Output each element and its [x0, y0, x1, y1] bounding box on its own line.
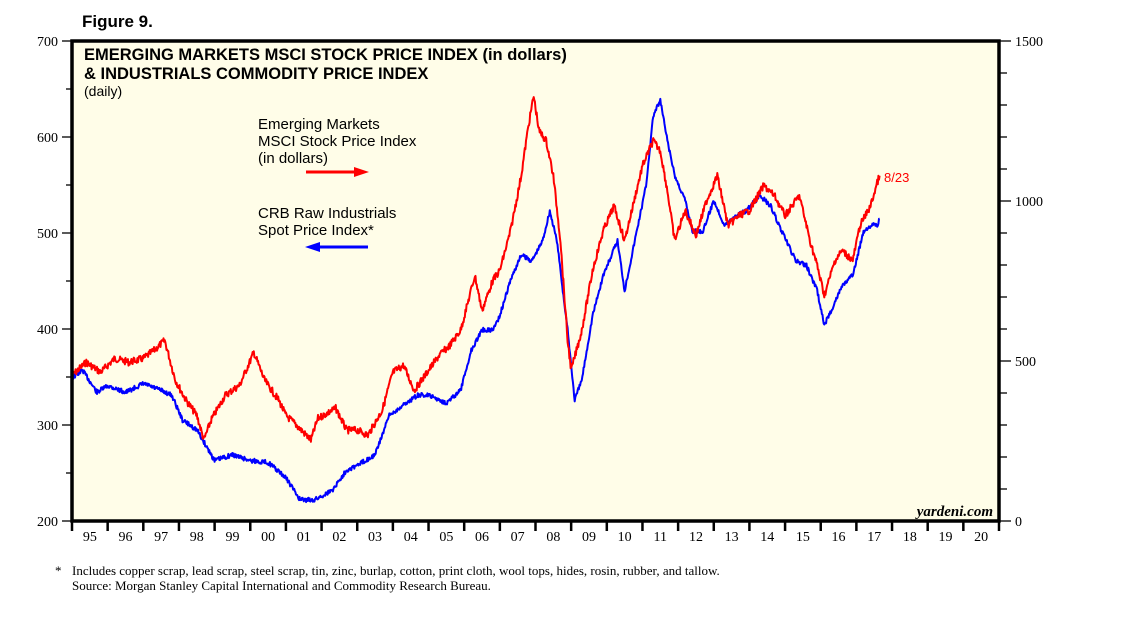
left-axis: 200 300 400 500 600 700 — [37, 35, 72, 530]
left-tick-label: 700 — [37, 35, 58, 50]
x-tick-label: 14 — [760, 530, 774, 545]
legend-em-line1: Emerging Markets — [258, 116, 380, 133]
x-tick-label: 16 — [832, 530, 846, 545]
x-tick-label: 20 — [974, 530, 988, 545]
x-tick-label: 17 — [867, 530, 881, 545]
x-tick-label: 12 — [689, 530, 703, 545]
x-tick-label: 00 — [261, 530, 275, 545]
right-tick-label: 0 — [1015, 515, 1022, 530]
x-tick-label: 98 — [190, 530, 204, 545]
x-tick-label: 96 — [118, 530, 132, 545]
left-tick-label: 200 — [37, 515, 58, 530]
x-tick-label: 11 — [654, 530, 667, 545]
x-tick-label: 05 — [439, 530, 453, 545]
x-tick-label: 95 — [83, 530, 97, 545]
x-tick-label: 13 — [725, 530, 739, 545]
right-tick-label: 1500 — [1015, 35, 1043, 50]
x-tick-label: 02 — [332, 530, 346, 545]
legend-em-line3: (in dollars) — [258, 150, 328, 167]
chart-subtitle: (daily) — [84, 83, 122, 99]
right-tick-label: 500 — [1015, 355, 1036, 370]
x-tick-label: 10 — [618, 530, 632, 545]
end-date-label: 8/23 — [884, 170, 909, 185]
arrow-left-icon — [305, 242, 368, 252]
legend-crb-line1: CRB Raw Industrials — [258, 205, 396, 222]
x-tick-label: 15 — [796, 530, 810, 545]
left-tick-label: 500 — [37, 227, 58, 242]
footnote-line1: Includes copper scrap, lead scrap, steel… — [72, 563, 720, 578]
x-axis: 95 96 97 98 99 00 01 02 03 04 05 06 07 08 09 10 11 12 13 14… — [70, 521, 1001, 545]
x-tick-label: 08 — [546, 530, 560, 545]
series-layer — [71, 96, 881, 504]
chart-title-line1: EMERGING MARKETS MSCI STOCK PRICE INDEX … — [84, 46, 567, 64]
legend-crb: CRB Raw Industrials Spot Price Index* — [258, 205, 396, 252]
x-tick-label: 04 — [404, 530, 418, 545]
series-line-crb — [71, 97, 880, 504]
legend-crb-line2: Spot Price Index* — [258, 222, 374, 239]
x-tick-label: 18 — [903, 530, 917, 545]
x-tick-label: 09 — [582, 530, 596, 545]
right-tick-label: 1000 — [1015, 195, 1043, 210]
x-tick-label: 97 — [154, 530, 168, 545]
footnote-asterisk: * — [55, 563, 62, 578]
arrow-right-icon — [306, 167, 369, 177]
x-tick-label: 19 — [939, 530, 953, 545]
x-tick-label: 07 — [511, 530, 525, 545]
left-tick-label: 600 — [37, 131, 58, 146]
plot-frame — [70, 39, 1001, 523]
legend-em: Emerging Markets MSCI Stock Price Index … — [258, 116, 417, 177]
x-tick-label: 01 — [297, 530, 311, 545]
watermark: yardeni.com — [915, 504, 993, 520]
x-tick-label: 99 — [225, 530, 239, 545]
left-tick-label: 400 — [37, 323, 58, 338]
footnote-source: Source: Morgan Stanley Capital Internati… — [72, 578, 491, 593]
legend-em-line2: MSCI Stock Price Index — [258, 133, 417, 150]
series-line-em — [71, 96, 881, 443]
x-tick-label: 06 — [475, 530, 489, 545]
chart-title-line2: & INDUSTRIALS COMMODITY PRICE INDEX — [84, 65, 428, 83]
x-tick-label: 03 — [368, 530, 382, 545]
figure-label: Figure 9. — [82, 12, 153, 31]
right-axis: 0 500 1000 1500 — [999, 35, 1043, 530]
left-tick-label: 300 — [37, 419, 58, 434]
